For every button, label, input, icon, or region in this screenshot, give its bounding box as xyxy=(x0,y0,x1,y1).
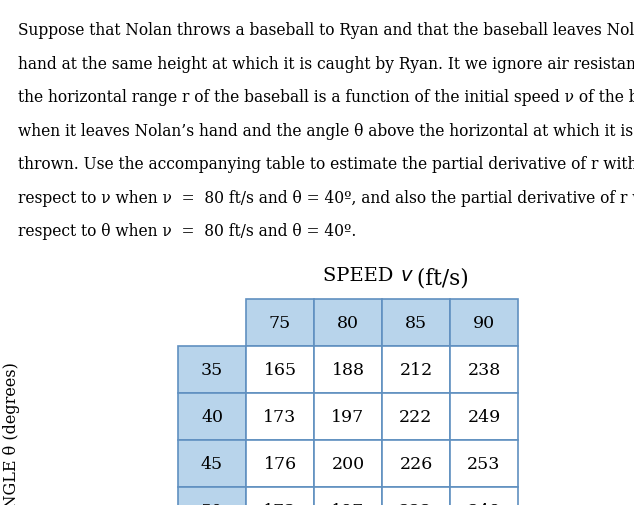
Text: respect to θ when ν  =  80 ft/s and θ = 40º.: respect to θ when ν = 80 ft/s and θ = 40… xyxy=(18,223,356,239)
Text: 173: 173 xyxy=(263,408,297,425)
Text: 90: 90 xyxy=(473,315,495,331)
Text: 197: 197 xyxy=(332,502,365,505)
Bar xyxy=(314,393,382,440)
Text: (ft/s): (ft/s) xyxy=(410,267,469,288)
Text: 165: 165 xyxy=(264,361,297,378)
Bar xyxy=(382,346,450,393)
Bar xyxy=(246,346,314,393)
Bar xyxy=(450,299,518,346)
Bar xyxy=(178,440,246,487)
Text: hand at the same height at which it is caught by Ryan. It we ignore air resistan: hand at the same height at which it is c… xyxy=(18,56,634,72)
Bar xyxy=(382,393,450,440)
Bar xyxy=(246,487,314,505)
Text: 222: 222 xyxy=(399,408,432,425)
Bar xyxy=(450,346,518,393)
Text: ANGLE θ (degrees): ANGLE θ (degrees) xyxy=(4,362,20,505)
Bar xyxy=(246,393,314,440)
Text: 249: 249 xyxy=(467,502,501,505)
Text: 45: 45 xyxy=(201,455,223,472)
Bar xyxy=(314,440,382,487)
Bar xyxy=(314,487,382,505)
Bar xyxy=(450,440,518,487)
Text: 75: 75 xyxy=(269,315,291,331)
Bar xyxy=(314,299,382,346)
Text: SPEED: SPEED xyxy=(323,267,400,284)
Text: respect to ν when ν  =  80 ft/s and θ = 40º, and also the partial derivative of : respect to ν when ν = 80 ft/s and θ = 40… xyxy=(18,189,634,206)
Bar xyxy=(450,393,518,440)
Bar xyxy=(178,487,246,505)
Bar xyxy=(246,440,314,487)
Text: 176: 176 xyxy=(264,455,297,472)
Text: the horizontal range r of the baseball is a function of the initial speed ν of t: the horizontal range r of the baseball i… xyxy=(18,89,634,106)
Bar xyxy=(246,299,314,346)
Bar xyxy=(382,299,450,346)
Bar xyxy=(450,487,518,505)
Text: 238: 238 xyxy=(467,361,501,378)
Bar xyxy=(314,346,382,393)
Bar xyxy=(382,440,450,487)
Text: when it leaves Nolan’s hand and the angle θ above the horizontal at which it is: when it leaves Nolan’s hand and the angl… xyxy=(18,122,633,139)
Text: 249: 249 xyxy=(467,408,501,425)
Text: $v$: $v$ xyxy=(400,267,414,284)
Text: 40: 40 xyxy=(201,408,223,425)
Bar xyxy=(178,346,246,393)
Text: 188: 188 xyxy=(332,361,365,378)
Text: thrown. Use the accompanying table to estimate the partial derivative of r with: thrown. Use the accompanying table to es… xyxy=(18,156,634,173)
Text: 197: 197 xyxy=(332,408,365,425)
Text: 212: 212 xyxy=(399,361,432,378)
Text: 35: 35 xyxy=(201,361,223,378)
Bar xyxy=(178,393,246,440)
Text: 80: 80 xyxy=(337,315,359,331)
Text: 200: 200 xyxy=(332,455,365,472)
Bar xyxy=(382,487,450,505)
Text: Suppose that Nolan throws a baseball to Ryan and that the baseball leaves Nolan’: Suppose that Nolan throws a baseball to … xyxy=(18,22,634,39)
Text: 173: 173 xyxy=(263,502,297,505)
Text: 50: 50 xyxy=(201,502,223,505)
Text: 85: 85 xyxy=(405,315,427,331)
Text: 222: 222 xyxy=(399,502,432,505)
Text: 226: 226 xyxy=(399,455,432,472)
Text: 253: 253 xyxy=(467,455,501,472)
